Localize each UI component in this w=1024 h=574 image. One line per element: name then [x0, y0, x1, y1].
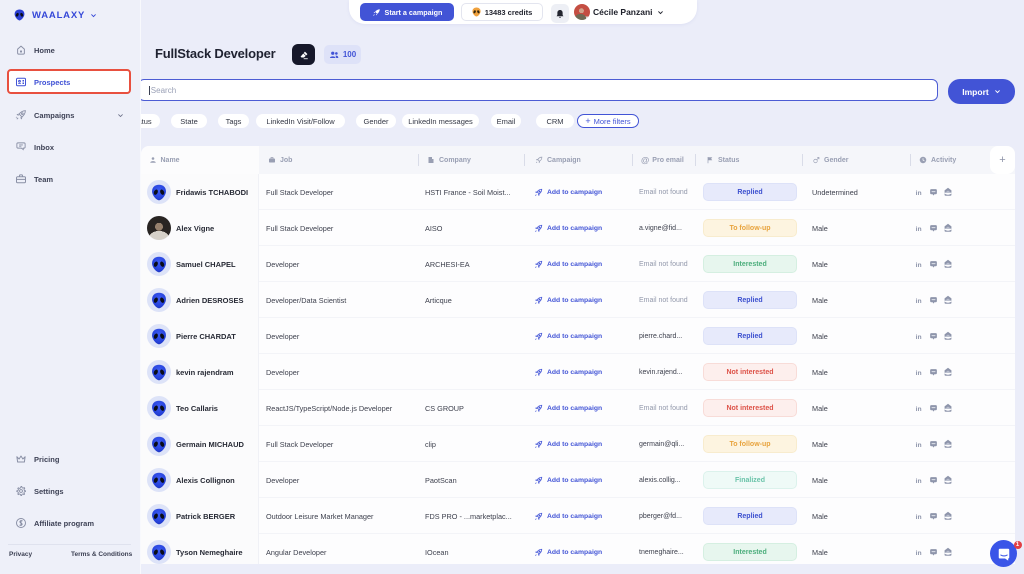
svg-text:in: in — [916, 261, 922, 268]
svg-text:in: in — [916, 477, 922, 484]
svg-text:in: in — [916, 513, 922, 520]
svg-text:in: in — [916, 549, 922, 556]
svg-text:in: in — [916, 333, 922, 340]
svg-text:in: in — [916, 225, 922, 232]
svg-text:in: in — [916, 189, 922, 196]
svg-text:in: in — [916, 369, 922, 376]
svg-text:in: in — [916, 441, 922, 448]
svg-text:in: in — [916, 297, 922, 304]
svg-text:in: in — [916, 405, 922, 412]
